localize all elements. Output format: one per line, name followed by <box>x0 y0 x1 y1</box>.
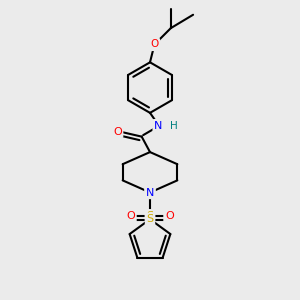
Text: S: S <box>146 211 154 221</box>
Text: O: O <box>113 127 122 136</box>
Text: O: O <box>150 40 159 50</box>
Text: O: O <box>126 211 135 221</box>
Text: N: N <box>146 188 154 197</box>
Text: O: O <box>165 211 174 221</box>
Text: N: N <box>154 121 163 130</box>
Text: H: H <box>170 121 178 130</box>
Text: S: S <box>146 214 154 224</box>
